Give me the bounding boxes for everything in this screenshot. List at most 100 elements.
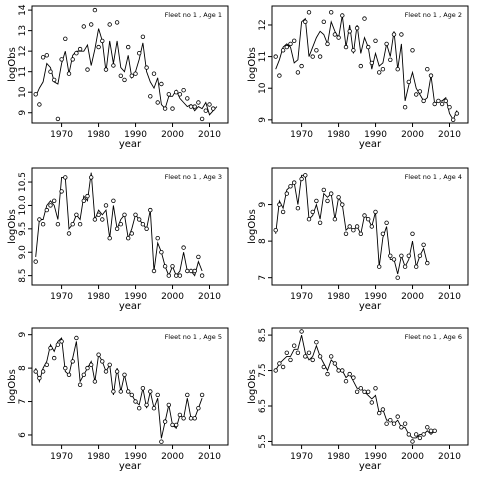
observed-point (125, 44, 131, 50)
y-tick-label: 9.0 (18, 245, 28, 260)
x-tick-label: 2000 (401, 292, 424, 302)
observed-point (332, 361, 338, 366)
observed-point (428, 73, 434, 78)
observed-point (373, 386, 378, 391)
observed-point (196, 406, 201, 411)
x-tick-label: 1990 (124, 452, 147, 462)
observed-point (155, 392, 160, 398)
x-tick-label: 1970 (50, 452, 73, 462)
panel-5: 1970 1980 1990 2000 2010 6 7 8 9 year logObs Fleet … (7, 327, 229, 472)
observed-point (63, 36, 68, 41)
panel-1: 1970 1980 1990 2000 2010 9 10 11 12 13 14 year logOb… (7, 4, 229, 150)
observed-point (284, 350, 289, 355)
x-tick-label: 2010 (198, 452, 221, 462)
observed-point (332, 216, 338, 222)
observed-point (111, 198, 116, 203)
y-tick-label: 9 (18, 110, 28, 116)
observed-point (292, 180, 297, 185)
y-tick-label: 10 (258, 82, 268, 94)
observed-point (417, 435, 423, 441)
observed-point (399, 32, 404, 37)
observed-point (369, 400, 374, 405)
observed-point (40, 369, 46, 374)
observed-point (273, 368, 278, 373)
observed-point (159, 439, 164, 444)
y-tick-label: 9 (258, 117, 268, 123)
observed-point (48, 203, 53, 208)
observed-point (136, 51, 142, 56)
observed-point (114, 20, 120, 25)
observed-point (136, 406, 142, 411)
observed-point (310, 54, 315, 59)
panel-title: Fleet no 1 , Age 2 (405, 11, 462, 19)
y-tick-label: 8 (258, 238, 268, 244)
panel-4: 1970 1980 1990 2000 2010 7 8 9 year logObs Fleet n… (247, 167, 469, 312)
observed-point (118, 389, 123, 394)
observed-point (129, 73, 134, 78)
observed-point (369, 224, 374, 229)
observed-point (48, 69, 53, 74)
observed-point (118, 73, 123, 78)
observed-point (81, 372, 86, 377)
observed-point (336, 35, 341, 40)
observed-point (299, 63, 304, 69)
observed-point (332, 32, 338, 37)
observed-point (103, 67, 109, 72)
observed-point (325, 198, 330, 204)
observed-point (140, 386, 146, 391)
panel-title: Fleet no 1 , Age 1 (165, 11, 222, 19)
observed-point (340, 202, 345, 207)
observed-point (185, 392, 190, 398)
observed-point (92, 217, 98, 222)
observed-point (306, 10, 312, 15)
y-axis-label: logObs (247, 369, 258, 404)
observed-point (277, 73, 282, 78)
observed-point (395, 66, 400, 72)
y-tick-label: 6.5 (258, 399, 268, 413)
observed-point (288, 184, 293, 189)
x-tick-label: 1980 (327, 292, 350, 302)
panel-title: Fleet no 1 , Age 4 (405, 173, 462, 181)
observed-point (122, 212, 127, 217)
observed-point (317, 220, 323, 225)
observed-point (284, 191, 289, 196)
observed-point (40, 55, 46, 60)
observed-point (388, 57, 393, 62)
observed-point (362, 389, 367, 394)
observed-point (77, 46, 83, 52)
observed-point (366, 389, 371, 394)
observed-point (133, 212, 138, 217)
observed-point (55, 221, 61, 227)
observed-point (399, 253, 404, 258)
observed-point (66, 231, 72, 236)
observed-point (306, 216, 312, 222)
observed-point (273, 54, 278, 59)
x-tick-label: 1980 (87, 292, 110, 302)
observed-point (85, 365, 90, 371)
observed-point (63, 365, 68, 371)
observed-point (114, 226, 120, 231)
observed-point (162, 419, 168, 424)
observed-point (373, 209, 378, 215)
observed-point (52, 198, 57, 203)
observed-point (303, 19, 308, 24)
observed-point (391, 257, 397, 262)
observed-point (199, 116, 205, 122)
observed-point (166, 273, 171, 278)
x-tick-label: 2010 (198, 130, 221, 140)
observed-point (414, 264, 419, 269)
observed-point (417, 253, 423, 258)
observed-point (321, 19, 326, 24)
y-tick-label: 10.0 (18, 195, 28, 215)
observed-point (148, 389, 153, 394)
observed-point (144, 402, 149, 408)
panel-3: 1970 1980 1990 2000 2010 8.5 9.0 9.5 10.0 10.5 yea… (7, 167, 229, 312)
x-tick-label: 1990 (364, 130, 387, 140)
observed-point (410, 439, 415, 444)
plot-frame (271, 167, 469, 286)
x-tick-label: 1970 (290, 452, 313, 462)
observed-point (395, 414, 400, 419)
observed-point (425, 425, 430, 430)
observed-point (63, 175, 68, 180)
observed-point (55, 116, 61, 122)
